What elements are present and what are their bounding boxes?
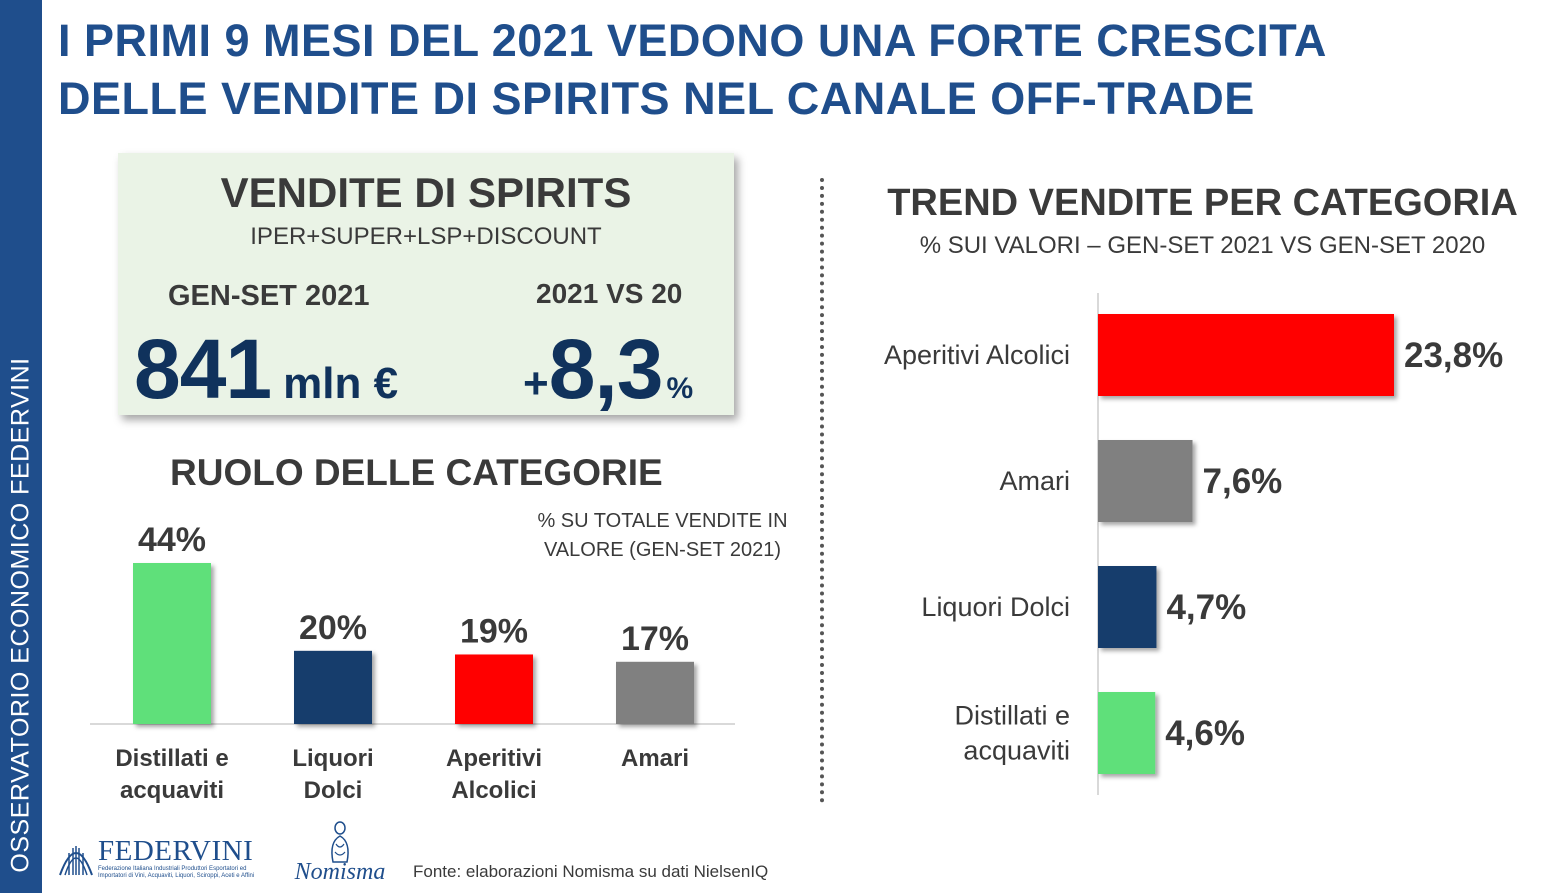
category-label-distillati-e-acquaviti-line-2: acquaviti	[963, 736, 1070, 766]
sidebar-label: OSSERVATORIO ECONOMICO FEDERVINI	[6, 357, 35, 873]
bar-value-label-liquori-dolci: 20%	[299, 609, 367, 647]
kpi-growth-number: 8,3	[548, 322, 664, 416]
kpi-title: VENDITE DI SPIRITS	[220, 169, 632, 216]
kpi-subtitle: IPER+SUPER+LSP+DISCOUNT	[250, 223, 602, 250]
federvini-logo: FEDERVINI Federazione Italiana Industria…	[58, 833, 258, 885]
category-role-title: RUOLO DELLE CATEGORIE	[170, 452, 663, 493]
category-label-aperitivi-alcolici-line-2: Alcolici	[451, 777, 536, 804]
kpi-sales-unit: mln €	[283, 359, 399, 408]
bar-liquori-dolci	[1098, 566, 1157, 648]
category-label-liquori-dolci-line-1: Liquori Dolci	[921, 592, 1070, 622]
bar-value-label-distillati-e-acquaviti: 4,6%	[1165, 714, 1245, 753]
source-note: Fonte: elaborazioni Nomisma su dati Niel…	[413, 862, 769, 881]
kpi-growth-sign: +	[523, 359, 549, 408]
category-label-distillati-e-acquaviti-line-1: Distillati e	[954, 701, 1070, 731]
page-title: I PRIMI 9 MESI DEL 2021 VEDONO UNA FORTE…	[58, 12, 1538, 128]
bar-value-label-aperitivi-alcolici: 23,8%	[1404, 336, 1503, 375]
kpi-period: GEN-SET 2021	[168, 280, 370, 312]
kpi-sales-value: 841 mln €	[134, 321, 398, 418]
bar-value-label-distillati-e-acquaviti: 44%	[138, 521, 206, 559]
kpi-card: VENDITE DI SPIRITS IPER+SUPER+LSP+DISCOU…	[118, 153, 734, 418]
kpi-growth-value: +8,3%	[523, 321, 693, 418]
category-label-amari-line-1: Amari	[999, 466, 1070, 496]
bar-value-label-liquori-dolci: 4,7%	[1166, 588, 1246, 627]
bar-aperitivi-alcolici	[455, 654, 533, 724]
page-title-line-1: I PRIMI 9 MESI DEL 2021 VEDONO UNA FORTE…	[58, 15, 1327, 66]
trend-title: TREND VENDITE PER CATEGORIA	[887, 182, 1518, 224]
nomisma-logo: Nomisma	[290, 820, 390, 888]
sidebar: OSSERVATORIO ECONOMICO FEDERVINI	[0, 0, 42, 893]
category-role-subtitle: % SU TOTALE VENDITE IN VALORE (GEN-SET 2…	[537, 510, 788, 561]
page-title-line-2: DELLE VENDITE DI SPIRITS NEL CANALE OFF-…	[58, 73, 1255, 124]
kpi-growth-unit: %	[666, 372, 694, 405]
category-label-aperitivi-alcolici-line-1: Aperitivi Alcolici	[884, 340, 1070, 370]
bar-aperitivi-alcolici	[1098, 314, 1394, 396]
bar-value-label-amari: 7,6%	[1203, 462, 1283, 501]
federvini-name: FEDERVINI	[98, 835, 254, 867]
category-label-distillati-e-acquaviti-line-2: acquaviti	[120, 777, 224, 804]
nomisma-emblem-icon	[331, 821, 349, 863]
federvini-emblem-icon	[59, 846, 93, 876]
category-label-amari-line-1: Amari	[621, 745, 689, 772]
bar-amari	[616, 661, 694, 724]
bar-distillati-e-acquaviti	[1098, 692, 1156, 774]
kpi-compare: 2021 VS 20	[536, 278, 683, 309]
trend-subtitle: % SUI VALORI – GEN-SET 2021 VS GEN-SET 2…	[919, 232, 1486, 259]
trend-chart: 23,8% Aperitivi Alcolici 7,6% Amari 4,7% Liqu…	[884, 293, 1503, 795]
bar-value-label-amari: 17%	[621, 620, 689, 658]
category-role-chart: 44% Distillati e acquaviti 20% Liquori Dolci 1…	[90, 521, 735, 804]
category-label-liquori-dolci-line-1: Liquori	[292, 745, 373, 772]
category-label-aperitivi-alcolici-line-1: Aperitivi	[446, 745, 542, 772]
bar-liquori-dolci	[294, 650, 372, 724]
bar-distillati-e-acquaviti	[133, 563, 211, 724]
kpi-sales-number: 841	[134, 322, 272, 416]
federvini-description: Federazione Italiana Industriali Produtt…	[98, 866, 255, 879]
category-label-distillati-e-acquaviti-line-1: Distillati e	[115, 745, 228, 772]
category-label-liquori-dolci-line-2: Dolci	[304, 777, 363, 804]
section-divider	[820, 178, 824, 803]
nomisma-name: Nomisma	[294, 859, 386, 885]
bar-amari	[1098, 440, 1193, 522]
bar-value-label-aperitivi-alcolici: 19%	[460, 612, 528, 650]
